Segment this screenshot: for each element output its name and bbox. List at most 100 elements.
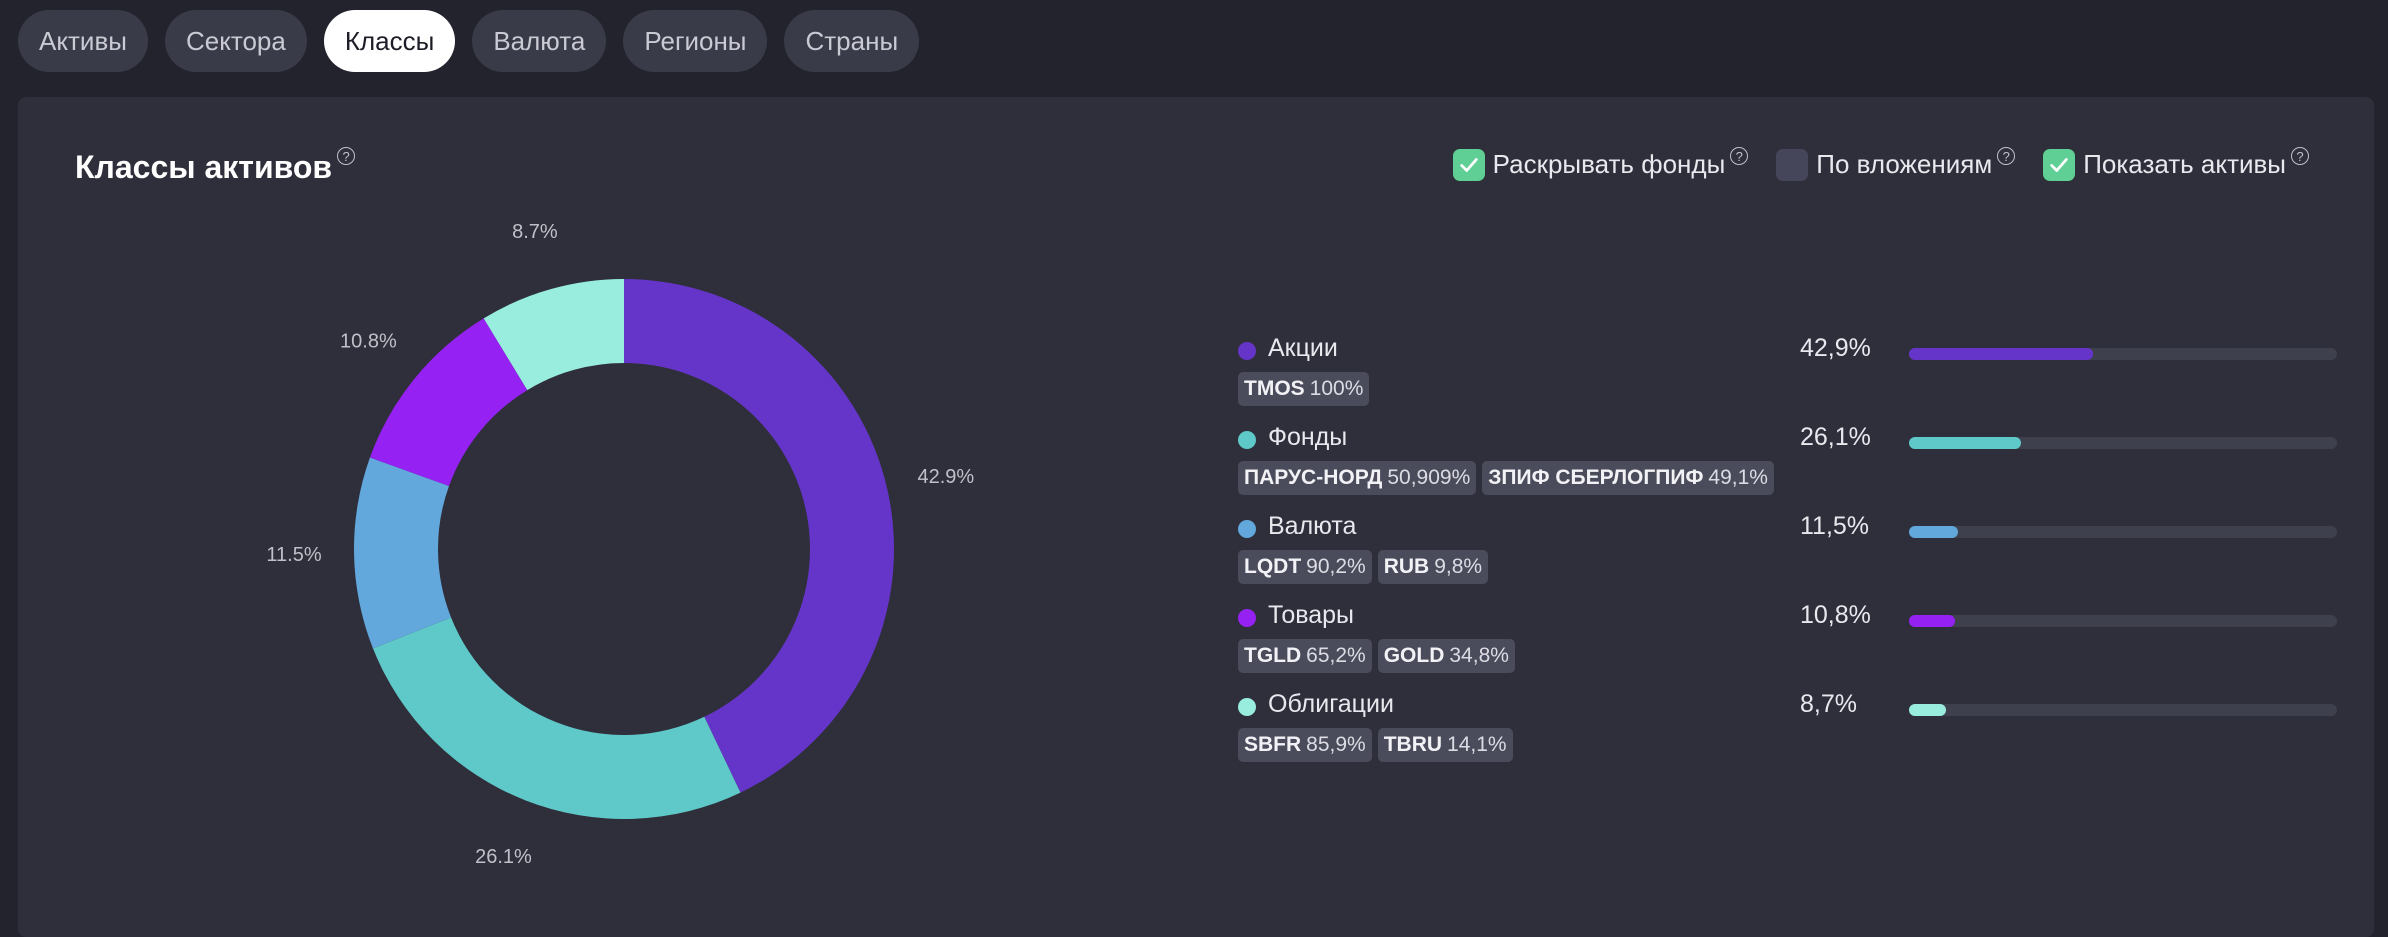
asset-classes-card: Классы активов ? Раскрывать фонды ? По в… [18, 97, 2374, 937]
asset-ticker: TBRU [1383, 733, 1443, 756]
legend-percent: 10,8% [1800, 601, 1871, 629]
asset-ticker: RUB [1383, 555, 1430, 578]
legend-color-dot [1238, 431, 1256, 449]
asset-share: 34,8% [1449, 644, 1509, 667]
asset-share: 50,909% [1387, 466, 1471, 489]
legend-color-dot [1238, 520, 1256, 538]
donut-slice[interactable] [483, 279, 624, 391]
tab-sektora[interactable]: Сектора [164, 10, 307, 72]
slice-label: 26.1% [475, 846, 532, 868]
slice-label: 8.7% [512, 221, 558, 243]
asset-ticker: GOLD [1383, 644, 1445, 667]
asset-chip[interactable]: LQDT 90,2% [1238, 550, 1372, 584]
legend-name: Товары [1268, 601, 1354, 629]
asset-share: 90,2% [1306, 555, 1366, 578]
asset-share: 65,2% [1306, 644, 1366, 667]
asset-share: 14,1% [1447, 733, 1507, 756]
tab-valyuta[interactable]: Валюта [472, 10, 607, 72]
donut-slice[interactable] [369, 318, 528, 486]
asset-ticker: LQDT [1244, 555, 1302, 578]
progress-fill [1909, 704, 1947, 716]
progress-fill [1909, 615, 1956, 627]
option-by-holdings[interactable]: По вложениям ? [1776, 147, 2016, 181]
asset-share: 9,8% [1434, 555, 1483, 578]
asset-ticker: TGLD [1244, 644, 1302, 667]
slice-label: 10.8% [340, 330, 397, 352]
tab-regiony[interactable]: Регионы [623, 10, 768, 72]
asset-chips: LQDT 90,2% RUB 9,8% [1238, 550, 1489, 584]
help-icon[interactable]: ? [1730, 147, 1749, 165]
options-bar: Раскрывать фонды ? По вложениям ? Показа… [1452, 147, 2309, 181]
donut-slice[interactable] [372, 617, 741, 819]
legend-name: Валюта [1268, 512, 1357, 540]
legend-row[interactable]: Акции 42,9% TMOS 100% [1238, 332, 2348, 421]
asset-chips: SBFR 85,9% TBRU 14,1% [1238, 728, 1513, 762]
option-label: Раскрывать фонды [1492, 149, 1726, 179]
legend-name: Облигации [1268, 690, 1394, 718]
donut-chart: 42.9% 26.1% 11.5% 10.8% 8.7% [266, 221, 974, 868]
asset-chips: ПАРУС-НОРД 50,909% ЗПИФ СБЕРЛОГПИФ 49,1% [1238, 461, 1774, 495]
legend-percent: 42,9% [1800, 334, 1871, 362]
legend-row[interactable]: Товары 10,8% TGLD 65,2% GOLD 34,8% [1238, 599, 2348, 688]
option-expand-funds[interactable]: Раскрывать фонды ? [1452, 147, 1749, 181]
legend-color-dot [1238, 698, 1256, 716]
asset-share: 85,9% [1306, 733, 1366, 756]
legend: Акции 42,9% TMOS 100% Фонды 26,1% ПАРУС-НОРД 50… [1238, 332, 2348, 777]
progress-track [1909, 348, 2337, 360]
legend-percent: 8,7% [1800, 690, 1857, 718]
help-icon[interactable]: ? [2291, 147, 2309, 165]
card-title: Классы активов ? [75, 147, 356, 186]
card-title-text: Классы активов [75, 149, 333, 185]
progress-track [1909, 437, 2337, 449]
legend-name: Фонды [1268, 423, 1348, 451]
help-icon[interactable]: ? [337, 147, 356, 165]
asset-chips: TGLD 65,2% GOLD 34,8% [1238, 639, 1515, 673]
legend-color-dot [1238, 609, 1256, 627]
legend-color-dot [1238, 342, 1256, 360]
tab-aktivy[interactable]: Активы [18, 10, 148, 72]
tab-bar: Активы Сектора Классы Валюта Регионы Стр… [18, 10, 920, 72]
asset-ticker: ПАРУС-НОРД [1244, 466, 1383, 489]
option-label: Показать активы [2083, 149, 2286, 179]
progress-fill [1909, 526, 1959, 538]
asset-ticker: ЗПИФ СБЕРЛОГПИФ [1488, 466, 1704, 489]
asset-ticker: TMOS [1244, 377, 1305, 400]
asset-ticker: SBFR [1244, 733, 1302, 756]
donut-slice[interactable] [354, 457, 452, 649]
progress-track [1909, 615, 2337, 627]
checkbox-show-assets[interactable] [2043, 149, 2076, 181]
checkmark-icon [1459, 158, 1478, 172]
asset-chip[interactable]: RUB 9,8% [1377, 550, 1489, 584]
checkbox-expand-funds[interactable] [1452, 149, 1485, 181]
progress-track [1909, 526, 2337, 538]
donut-slice[interactable] [624, 279, 894, 793]
legend-row[interactable]: Валюта 11,5% LQDT 90,2% RUB 9,8% [1238, 510, 2348, 599]
checkmark-icon [2050, 158, 2068, 172]
option-label: По вложениям [1816, 149, 1993, 179]
asset-chip[interactable]: TBRU 14,1% [1377, 728, 1513, 762]
legend-name: Акции [1268, 334, 1338, 362]
legend-row[interactable]: Облигации 8,7% SBFR 85,9% TBRU 14,1% [1238, 688, 2348, 777]
option-show-assets[interactable]: Показать активы ? [2043, 147, 2309, 181]
progress-fill [1909, 348, 2093, 360]
slice-label: 11.5% [266, 544, 321, 566]
legend-row[interactable]: Фонды 26,1% ПАРУС-НОРД 50,909% ЗПИФ СБЕРЛОГП… [1238, 421, 2348, 510]
asset-share: 100% [1309, 377, 1364, 400]
progress-track [1909, 704, 2337, 716]
asset-chip[interactable]: TGLD 65,2% [1238, 639, 1372, 673]
asset-chips: TMOS 100% [1238, 372, 1370, 406]
asset-chip[interactable]: TMOS 100% [1238, 372, 1370, 406]
tab-klassy[interactable]: Классы [323, 10, 456, 72]
asset-chip[interactable]: ЗПИФ СБЕРЛОГПИФ 49,1% [1482, 461, 1774, 495]
asset-chip[interactable]: ПАРУС-НОРД 50,909% [1238, 461, 1477, 495]
help-icon[interactable]: ? [1997, 147, 2016, 165]
tab-strany[interactable]: Страны [784, 10, 920, 72]
legend-percent: 11,5% [1800, 512, 1870, 540]
progress-fill [1909, 437, 2021, 449]
asset-chip[interactable]: GOLD 34,8% [1377, 639, 1515, 673]
asset-chip[interactable]: SBFR 85,9% [1238, 728, 1372, 762]
asset-share: 49,1% [1708, 466, 1768, 489]
legend-percent: 26,1% [1800, 423, 1871, 451]
checkbox-by-holdings[interactable] [1776, 149, 1809, 181]
slice-label: 42.9% [917, 466, 974, 488]
